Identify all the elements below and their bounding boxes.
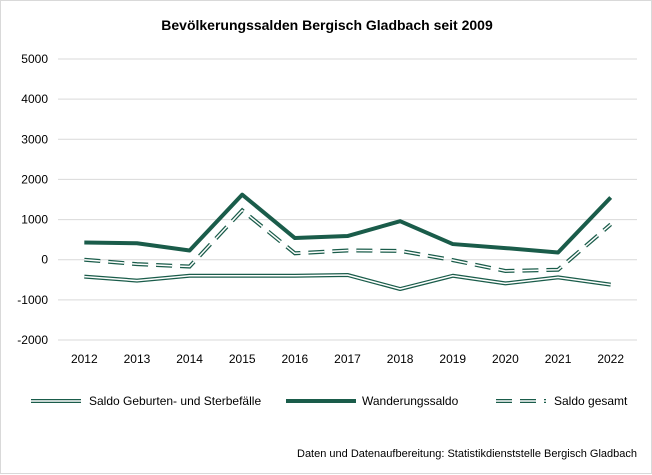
x-tick-label: 2012 bbox=[71, 352, 98, 366]
x-tick-label: 2019 bbox=[439, 352, 466, 366]
series-1-line bbox=[84, 195, 610, 253]
y-tick-label: -2000 bbox=[17, 333, 48, 347]
x-tick-label: 2020 bbox=[492, 352, 519, 366]
x-tick-label: 2021 bbox=[545, 352, 572, 366]
x-tick-label: 2017 bbox=[334, 352, 361, 366]
source-note: Daten und Datenaufbereitung: Statistikdi… bbox=[297, 448, 637, 460]
y-tick-label: 2000 bbox=[21, 172, 48, 186]
y-tick-label: 0 bbox=[41, 253, 48, 267]
y-tick-label: 1000 bbox=[21, 213, 48, 227]
x-tick-label: 2013 bbox=[124, 352, 151, 366]
y-tick-label: 5000 bbox=[21, 52, 48, 66]
legend-label: Saldo gesamt bbox=[554, 394, 628, 408]
x-tick-label: 2018 bbox=[387, 352, 414, 366]
legend-label: Saldo Geburten- und Sterbefälle bbox=[89, 394, 261, 408]
x-tick-label: 2014 bbox=[176, 352, 203, 366]
y-tick-label: -1000 bbox=[17, 293, 48, 307]
y-tick-label: 3000 bbox=[21, 132, 48, 146]
x-tick-label: 2016 bbox=[282, 352, 309, 366]
y-tick-label: 4000 bbox=[21, 92, 48, 106]
x-tick-label: 2015 bbox=[229, 352, 256, 366]
legend-label: Wanderungssaldo bbox=[362, 394, 459, 408]
x-tick-label: 2022 bbox=[597, 352, 624, 366]
series-0-line bbox=[84, 275, 610, 289]
